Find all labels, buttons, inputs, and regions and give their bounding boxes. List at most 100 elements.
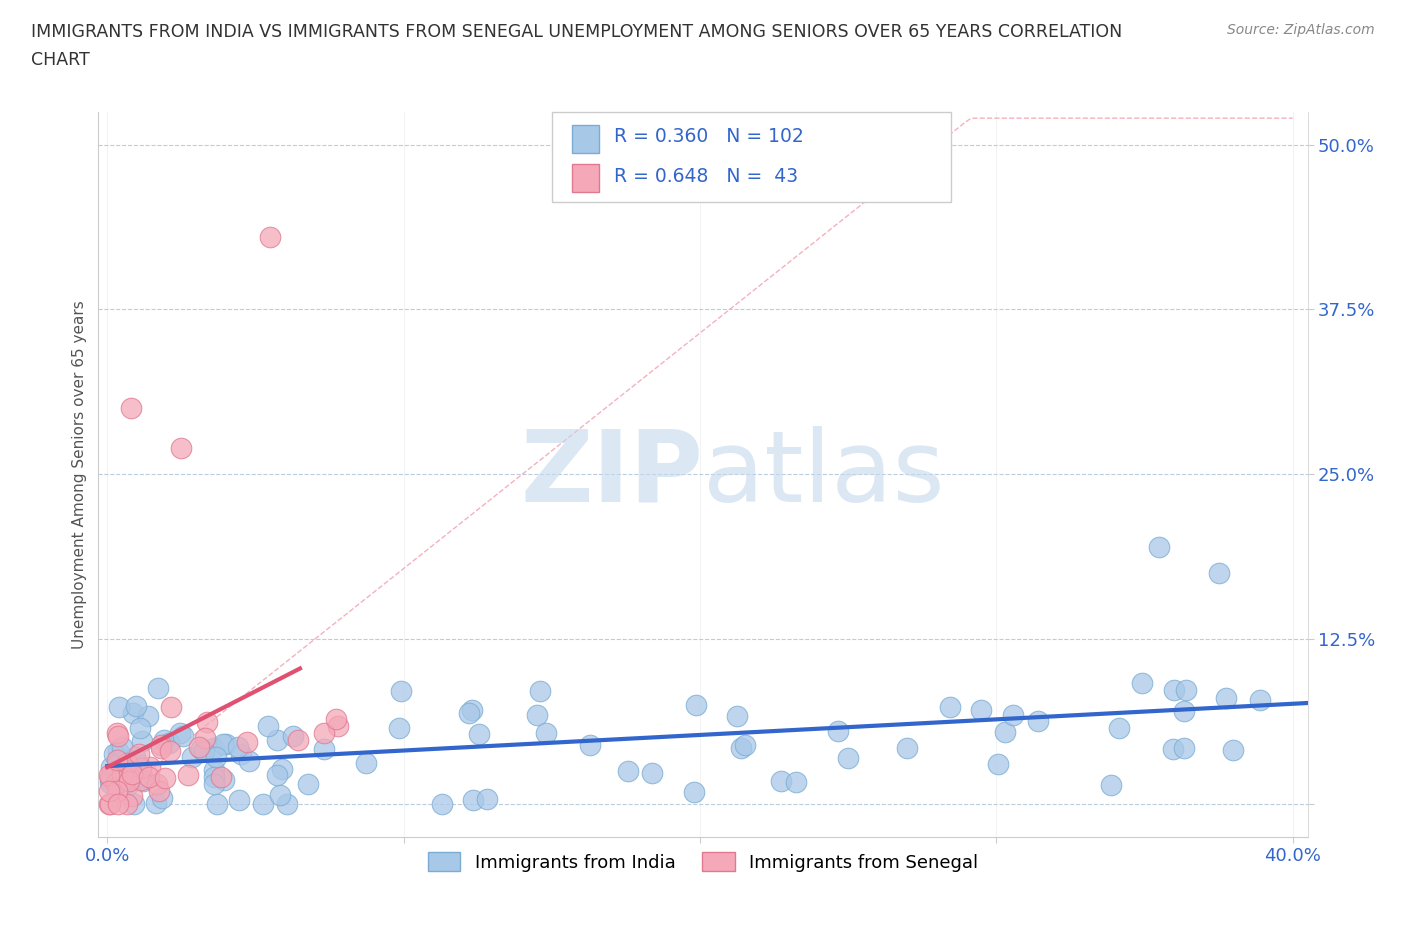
Point <box>153 771 176 786</box>
Point <box>129 772 152 787</box>
Point <box>297 777 319 791</box>
Point <box>177 767 200 782</box>
Point <box>202 770 225 785</box>
Point <box>1208 565 1230 580</box>
Point <box>356 756 378 771</box>
Point <box>215 737 238 751</box>
Point <box>209 770 232 785</box>
Point <box>98 797 121 812</box>
Point <box>97 783 120 798</box>
Point <box>159 743 181 758</box>
Point <box>103 747 125 762</box>
Point <box>1163 683 1185 698</box>
Text: R = 0.648   N =  43: R = 0.648 N = 43 <box>613 166 797 186</box>
Point <box>107 797 129 812</box>
Point <box>229 747 252 762</box>
Point <box>896 741 918 756</box>
Point <box>430 797 453 812</box>
Point <box>108 700 131 715</box>
Point <box>202 777 225 791</box>
Point <box>128 747 150 762</box>
Point <box>111 785 134 800</box>
Point <box>287 733 309 748</box>
Point <box>205 750 228 764</box>
Point <box>107 744 129 759</box>
Point <box>266 732 288 747</box>
Point <box>276 797 298 812</box>
Point <box>461 793 484 808</box>
Point <box>526 708 548 723</box>
Point <box>157 736 180 751</box>
Point <box>529 684 551 698</box>
Point <box>153 733 176 748</box>
Text: Source: ZipAtlas.com: Source: ZipAtlas.com <box>1227 23 1375 37</box>
Point <box>117 777 139 792</box>
FancyBboxPatch shape <box>551 112 950 203</box>
Text: CHART: CHART <box>31 51 90 69</box>
Point <box>170 441 193 456</box>
Point <box>138 769 160 784</box>
Point <box>131 771 153 786</box>
Point <box>105 725 128 740</box>
Point <box>252 797 274 812</box>
Point <box>117 767 139 782</box>
Point <box>269 787 291 802</box>
Text: R = 0.360   N = 102: R = 0.360 N = 102 <box>613 127 803 146</box>
Point <box>169 725 191 740</box>
Point <box>1175 682 1198 697</box>
Point <box>939 699 962 714</box>
Point <box>236 735 259 750</box>
Point <box>461 703 484 718</box>
Point <box>105 752 128 767</box>
Point <box>326 718 349 733</box>
Point <box>131 773 153 788</box>
Text: atlas: atlas <box>703 426 945 523</box>
Point <box>173 728 195 743</box>
Point <box>212 773 235 788</box>
Point <box>115 755 138 770</box>
Point <box>187 739 209 754</box>
Point <box>827 724 849 738</box>
Point <box>1002 708 1025 723</box>
Bar <box>572 165 599 192</box>
Point <box>129 761 152 776</box>
Point <box>228 739 250 754</box>
Legend: Immigrants from India, Immigrants from Senegal: Immigrants from India, Immigrants from S… <box>420 845 986 879</box>
Point <box>389 684 412 698</box>
Point <box>107 756 129 771</box>
Point <box>115 797 138 812</box>
Point <box>146 681 169 696</box>
Point <box>100 760 122 775</box>
Point <box>127 770 149 785</box>
Point <box>146 777 169 791</box>
Point <box>202 740 225 755</box>
Point <box>1130 675 1153 690</box>
Point <box>139 759 162 774</box>
Point <box>266 767 288 782</box>
Point <box>98 773 121 788</box>
Point <box>475 791 498 806</box>
Point <box>148 784 170 799</box>
Point <box>769 774 792 789</box>
Point <box>641 765 664 780</box>
Point <box>105 783 128 798</box>
Point <box>1215 690 1237 705</box>
Point <box>121 789 143 804</box>
Point <box>312 741 335 756</box>
Point <box>125 698 148 713</box>
Point <box>129 721 152 736</box>
Point <box>111 740 134 755</box>
Point <box>616 764 638 778</box>
Point <box>1173 741 1195 756</box>
Point <box>211 737 233 751</box>
Point <box>1249 692 1271 707</box>
Point <box>257 719 280 734</box>
Point <box>259 230 281 245</box>
Text: IMMIGRANTS FROM INDIA VS IMMIGRANTS FROM SENEGAL UNEMPLOYMENT AMONG SENIORS OVER: IMMIGRANTS FROM INDIA VS IMMIGRANTS FROM… <box>31 23 1122 41</box>
Point <box>105 776 128 790</box>
Point <box>97 767 120 782</box>
Point <box>131 734 153 749</box>
Point <box>181 750 204 764</box>
Point <box>730 740 752 755</box>
Point <box>193 744 215 759</box>
